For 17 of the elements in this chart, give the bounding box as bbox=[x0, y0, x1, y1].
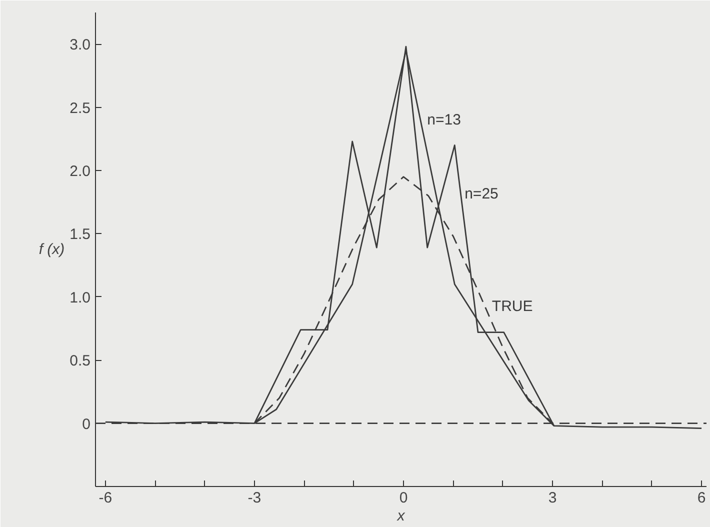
series-label: TRUE bbox=[492, 298, 533, 316]
y-tick-label: 1.5 bbox=[70, 226, 91, 244]
x-tick-label: 0 bbox=[399, 490, 408, 506]
y-axis-title: f (x) bbox=[38, 241, 65, 258]
y-tick-label: 2.0 bbox=[70, 163, 91, 180]
x-tick-label: -3 bbox=[248, 490, 262, 506]
x-tick-label: -6 bbox=[98, 490, 112, 506]
x-tick-label: 3 bbox=[548, 490, 557, 506]
series-label: n=25 bbox=[464, 185, 498, 202]
y-tick-label: 0 bbox=[82, 416, 90, 433]
y-tick-label: 3.0 bbox=[70, 36, 91, 54]
y-tick-label: 1.0 bbox=[70, 289, 91, 306]
x-axis-title: x bbox=[396, 508, 406, 524]
y-tick-label: 2.5 bbox=[70, 100, 91, 117]
x-tick-label: 6 bbox=[697, 490, 706, 506]
series-label: n=13 bbox=[427, 111, 461, 128]
y-tick-label: 0.5 bbox=[70, 352, 91, 370]
